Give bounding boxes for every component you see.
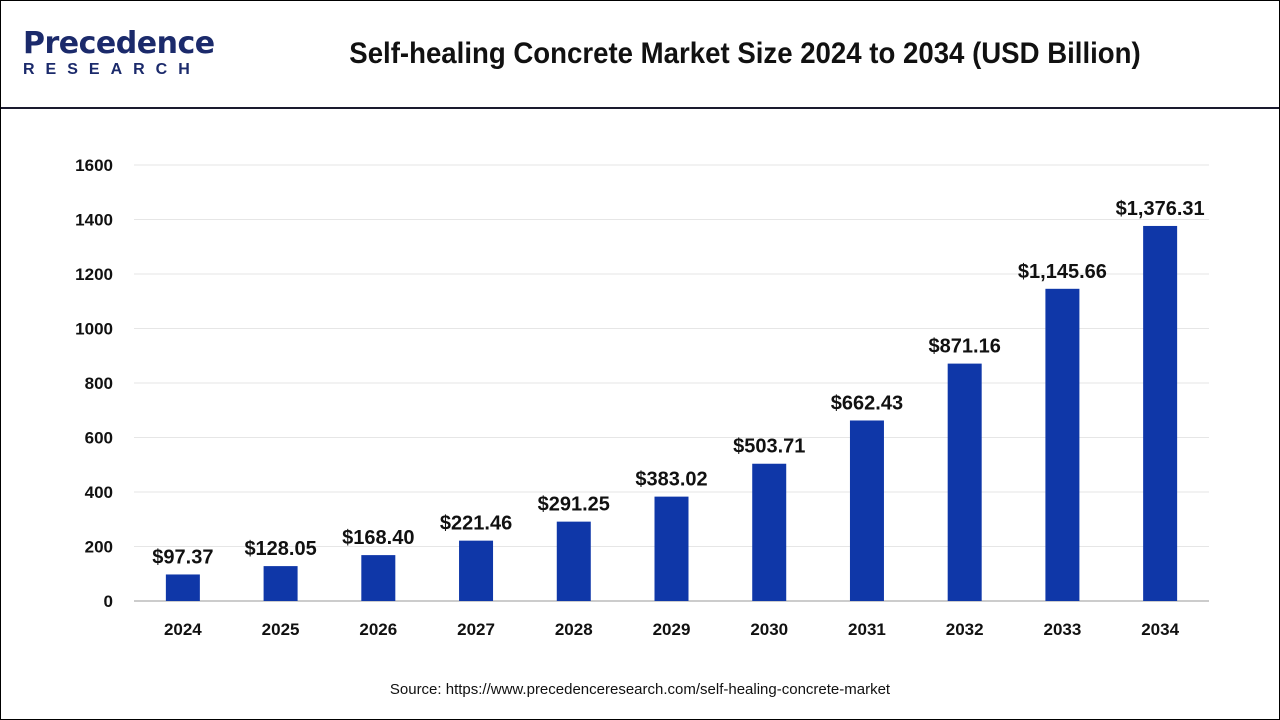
- logo: Precedence RESEARCH: [23, 29, 215, 79]
- bar: [654, 496, 689, 601]
- y-tick-label: 1400: [75, 211, 113, 230]
- y-tick-label: 1600: [75, 156, 113, 175]
- x-tick-label: 2028: [555, 620, 593, 639]
- bar: [361, 555, 396, 601]
- bar: [1143, 225, 1178, 602]
- x-tick-label: 2033: [1043, 620, 1081, 639]
- source-note: Source: https://www.precedenceresearch.c…: [389, 681, 891, 698]
- logo-text: Precedence: [23, 26, 215, 61]
- x-tick-label: 2025: [262, 620, 300, 639]
- y-tick-label: 600: [85, 429, 113, 448]
- y-tick-label: 1200: [75, 265, 113, 284]
- bar: [556, 521, 591, 601]
- y-tick-label: 0: [104, 592, 113, 611]
- bar: [263, 566, 298, 601]
- y-tick-label: 200: [85, 538, 113, 557]
- x-tick-label: 2034: [1141, 620, 1179, 639]
- data-label: $168.40: [342, 527, 414, 549]
- data-label: $291.25: [538, 494, 610, 516]
- x-tick-label: 2027: [457, 620, 495, 639]
- data-label: $1,376.31: [1116, 198, 1205, 220]
- y-tick-label: 800: [85, 374, 113, 393]
- bar: [947, 363, 982, 601]
- x-tick-label: 2024: [164, 620, 202, 639]
- header: Precedence RESEARCH Self-healing Concret…: [1, 1, 1279, 109]
- x-tick-label: 2032: [946, 620, 984, 639]
- logo-subtext: RESEARCH: [23, 61, 201, 78]
- y-tick-label: 400: [85, 483, 113, 502]
- x-tick-label: 2030: [750, 620, 788, 639]
- data-label: $871.16: [929, 336, 1001, 358]
- chart-title: Self-healing Concrete Market Size 2024 t…: [349, 37, 1141, 70]
- data-label: $383.02: [635, 469, 707, 491]
- data-label: $662.43: [831, 392, 903, 414]
- data-label: $503.71: [733, 436, 805, 458]
- bar: [459, 540, 494, 601]
- bar: [1045, 288, 1080, 601]
- x-tick-label: 2031: [848, 620, 886, 639]
- data-label: $97.37: [152, 546, 213, 568]
- bar: [165, 574, 200, 601]
- data-label: $1,145.66: [1018, 261, 1107, 283]
- bar: [849, 420, 884, 601]
- data-label: $128.05: [244, 538, 316, 560]
- y-tick-label: 1000: [75, 320, 113, 339]
- data-label: $221.46: [440, 513, 512, 535]
- x-tick-label: 2029: [653, 620, 691, 639]
- bar: [752, 463, 787, 601]
- x-tick-label: 2026: [359, 620, 397, 639]
